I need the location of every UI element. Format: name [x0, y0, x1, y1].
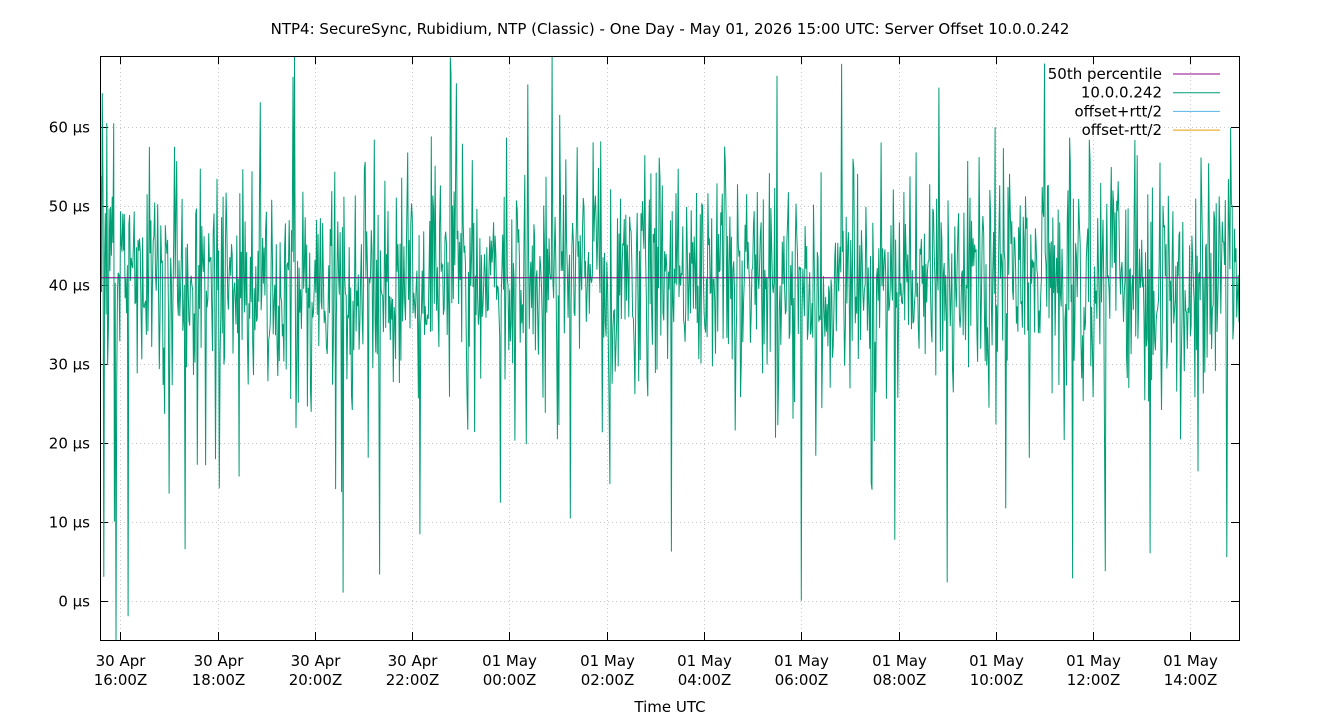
legend-label: offset-rtt/2 [1082, 121, 1162, 139]
y-tick-label: 20 µs [49, 435, 90, 453]
x-tick-date: 01 May [872, 652, 927, 670]
x-axis-title: Time UTC [633, 698, 705, 716]
chart-title: NTP4: SecureSync, Rubidium, NTP (Classic… [271, 20, 1070, 38]
x-tick-time: 02:00Z [581, 671, 635, 689]
x-tick-time: 18:00Z [192, 671, 246, 689]
x-tick-date: 01 May [774, 652, 829, 670]
legend-label: 50th percentile [1048, 65, 1162, 83]
legend: 50th percentile10.0.0.242offset+rtt/2off… [1048, 65, 1220, 139]
y-tick-label: 10 µs [49, 514, 90, 532]
x-tick-time: 14:00Z [1164, 671, 1218, 689]
axis-ticks [100, 56, 1239, 640]
x-tick-date: 30 Apr [291, 652, 342, 670]
x-tick-time: 04:00Z [678, 671, 732, 689]
y-axis-labels: 0 µs 10 µs 20 µs 30 µs 40 µs 50 µs 60 µs [49, 119, 90, 611]
x-tick-date: 01 May [482, 652, 537, 670]
x-tick-time: 16:00Z [94, 671, 148, 689]
y-tick-label: 40 µs [49, 277, 90, 295]
y-tick-label: 30 µs [49, 356, 90, 374]
y-tick-label: 60 µs [49, 119, 90, 137]
x-tick-time: 10:00Z [970, 671, 1024, 689]
plot-frame [100, 56, 1240, 641]
x-tick-time: 00:00Z [483, 671, 537, 689]
grid-lines [100, 56, 1239, 640]
y-tick-label: 50 µs [49, 198, 90, 216]
x-tick-date: 01 May [677, 652, 732, 670]
legend-label: offset+rtt/2 [1074, 102, 1162, 120]
series-layer [100, 56, 1239, 640]
x-tick-date: 01 May [580, 652, 635, 670]
x-tick-time: 12:00Z [1067, 671, 1121, 689]
x-tick-date: 30 Apr [96, 652, 147, 670]
x-tick-date: 01 May [969, 652, 1024, 670]
x-tick-time: 08:00Z [873, 671, 927, 689]
x-tick-date: 30 Apr [388, 652, 439, 670]
x-tick-time: 06:00Z [775, 671, 829, 689]
x-tick-date: 01 May [1163, 652, 1218, 670]
x-tick-time: 20:00Z [289, 671, 343, 689]
legend-label: 10.0.0.242 [1081, 84, 1162, 102]
x-tick-date: 30 Apr [194, 652, 245, 670]
x-tick-time: 22:00Z [386, 671, 440, 689]
x-tick-date: 01 May [1066, 652, 1121, 670]
offset-trace [100, 56, 1239, 640]
y-tick-label: 0 µs [58, 593, 90, 611]
